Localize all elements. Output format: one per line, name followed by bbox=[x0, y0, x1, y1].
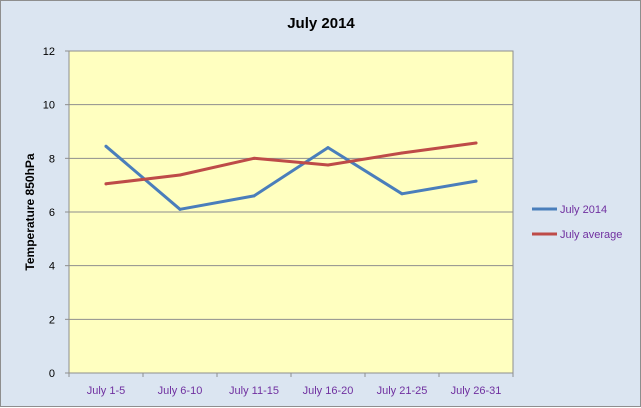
legend-label: July 2014 bbox=[560, 204, 607, 216]
y-tick-label: 8 bbox=[49, 153, 55, 165]
data-point bbox=[252, 156, 256, 160]
legend: July 2014 July average bbox=[532, 204, 622, 241]
y-tick-label: 4 bbox=[49, 261, 55, 273]
x-tick-label: July 21-25 bbox=[377, 385, 428, 397]
x-tick-label: July 26-31 bbox=[451, 385, 502, 397]
data-point bbox=[400, 192, 404, 196]
data-point bbox=[400, 151, 404, 155]
x-tick-label: July 16-20 bbox=[303, 385, 354, 397]
legend-label: July average bbox=[560, 229, 622, 241]
data-point bbox=[474, 179, 478, 183]
series-line-1 bbox=[104, 144, 478, 211]
y-tick-label: 6 bbox=[49, 207, 55, 219]
y-tick-label: 12 bbox=[43, 46, 55, 58]
data-point bbox=[178, 207, 182, 211]
data-point bbox=[326, 146, 330, 150]
x-tick-label: July 11-15 bbox=[229, 385, 279, 397]
y-axis-ticks: 0 2 4 6 8 10 12 bbox=[43, 46, 69, 380]
x-tick-label: July 6-10 bbox=[158, 385, 203, 397]
y-tick-label: 10 bbox=[43, 100, 55, 112]
data-point bbox=[474, 141, 478, 145]
y-tick-label: 2 bbox=[49, 314, 55, 326]
chart-title: July 2014 bbox=[287, 15, 355, 32]
data-point bbox=[252, 194, 256, 198]
x-tick-label: July 1-5 bbox=[87, 385, 126, 397]
x-axis-ticks: July 1-5 July 6-10 July 11-15 July 16-20 Jul… bbox=[68, 373, 514, 397]
gridlines bbox=[69, 50, 513, 320]
series-lines bbox=[104, 141, 478, 211]
data-point bbox=[104, 144, 108, 148]
y-tick-label: 0 bbox=[49, 368, 55, 380]
series-line-2 bbox=[104, 141, 478, 186]
y-axis-label: Temperature 850hPa bbox=[23, 153, 37, 270]
data-point bbox=[104, 182, 108, 186]
data-point bbox=[326, 163, 330, 167]
data-point bbox=[178, 173, 182, 177]
